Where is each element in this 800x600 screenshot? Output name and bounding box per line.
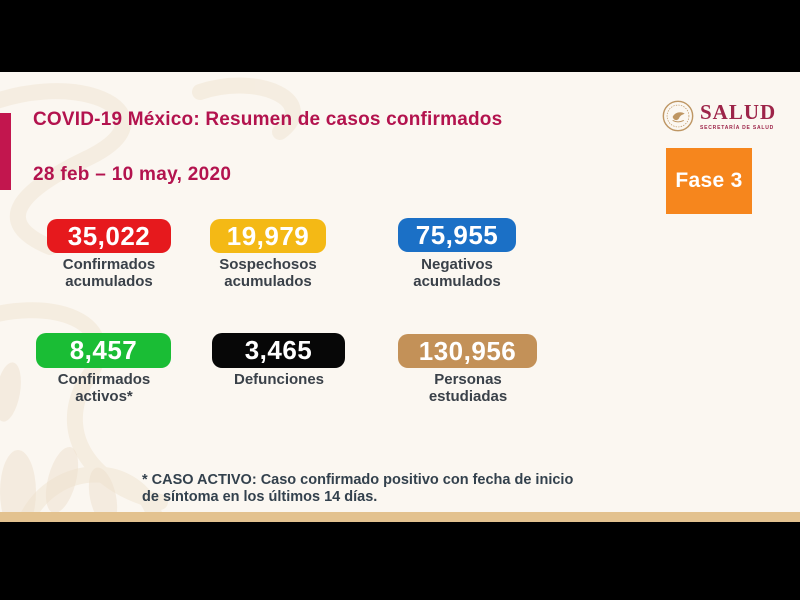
stat-label-negativos-acumulados: Negativos acumulados	[413, 256, 501, 290]
letterbox-bottom	[0, 522, 800, 600]
stat-label-defunciones: Defunciones	[233, 371, 324, 388]
logo-text: SALUD SECRETARÍA DE SALUD	[700, 99, 777, 131]
stat-value-defunciones: 3,465	[212, 333, 345, 368]
letterbox-top	[0, 0, 800, 72]
stat-value-personas-estudiadas: 130,956	[398, 334, 537, 368]
stat-value-sospechosos-acumulados: 19,979	[210, 219, 326, 253]
stat-label-sospechosos-acumulados: Sospechosos acumulados	[219, 256, 317, 290]
date-range: 28 feb – 10 may, 2020	[33, 164, 232, 185]
footnote-caso-activo: * CASO ACTIVO: Caso confirmado positivo …	[142, 472, 574, 505]
background-ornament-pattern	[0, 77, 301, 522]
stat-value-confirmados-activos: 8,457	[36, 333, 171, 368]
stat-label-confirmados-activos: Confirmados activos*	[57, 371, 151, 405]
slide: COVID-19 México: Resumen de casos confir…	[0, 72, 800, 522]
logo-wordmark: SALUD	[700, 99, 777, 124]
stat-value-confirmados-acumulados: 35,022	[47, 219, 171, 253]
mexican-eagle-seal-icon	[662, 100, 694, 132]
page-title: COVID-19 México: Resumen de casos confir…	[33, 109, 503, 130]
logo-subtitle: SECRETARÍA DE SALUD	[700, 124, 775, 131]
stat-label-confirmados-acumulados: Confirmados acumulados	[62, 256, 156, 290]
bottom-accent-strip	[0, 512, 800, 522]
accent-bar	[0, 113, 11, 190]
stat-label-personas-estudiadas: Personas estudiadas	[428, 371, 508, 405]
phase-badge: Fase 3	[666, 148, 752, 214]
salud-logo: SALUD SECRETARÍA DE SALUD	[662, 100, 776, 132]
stat-value-negativos-acumulados: 75,955	[398, 218, 516, 252]
